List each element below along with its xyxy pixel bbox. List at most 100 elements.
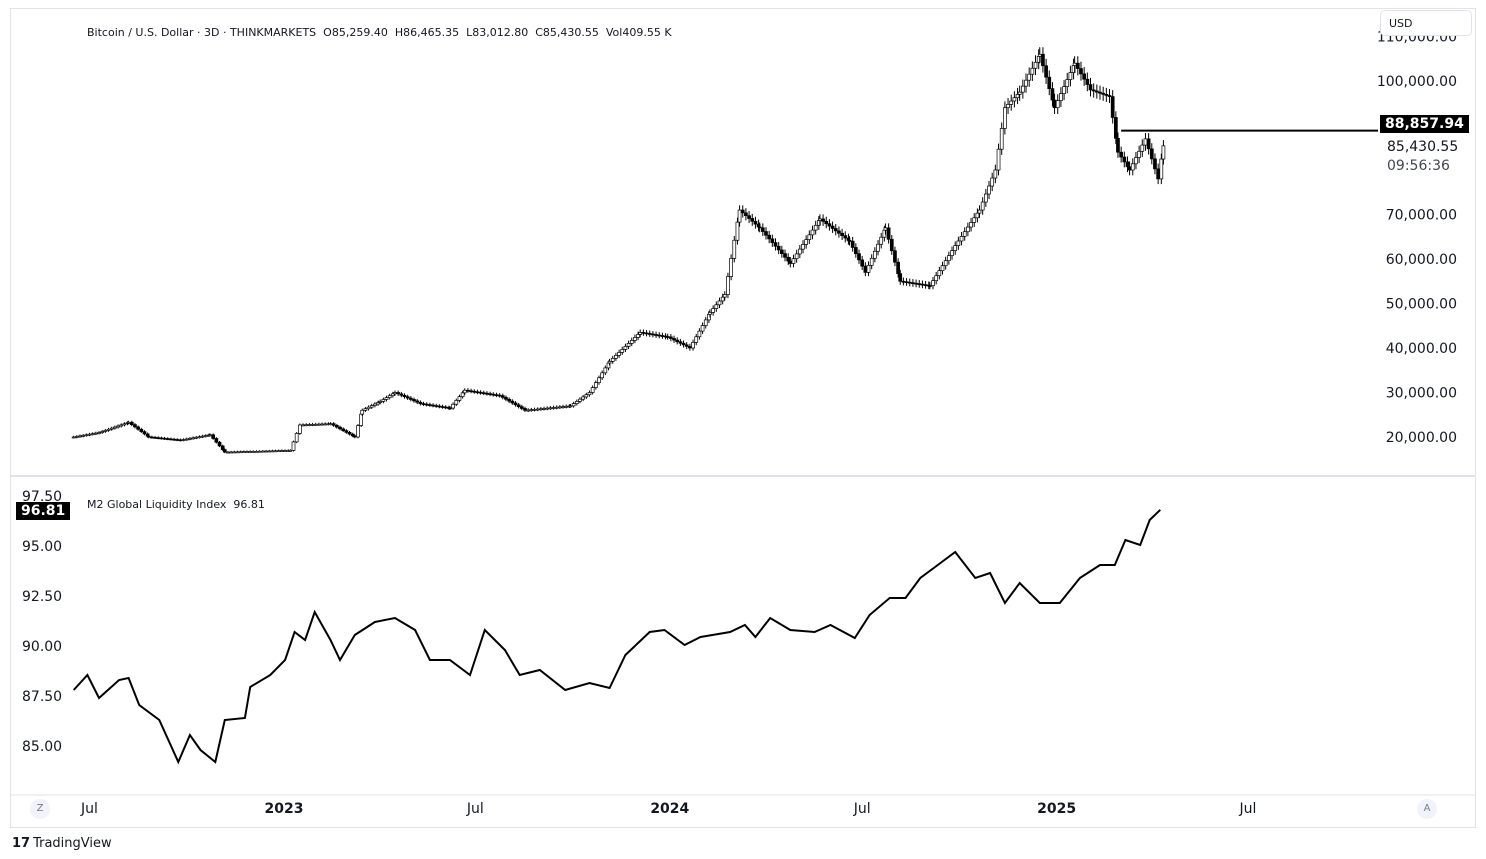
candle-body: [338, 426, 342, 430]
candle-body: [165, 438, 170, 440]
bar-countdown: 09:56:36: [1387, 158, 1450, 174]
candle-body: [1009, 100, 1014, 105]
candle-body: [747, 215, 751, 219]
candle-body: [788, 260, 793, 264]
candle-body: [883, 227, 888, 231]
candle-body: [907, 281, 912, 284]
candle-body: [786, 256, 791, 262]
candle-body: [87, 433, 92, 436]
candle-body: [188, 438, 192, 440]
candle-body: [587, 392, 592, 396]
candle-body: [428, 404, 432, 406]
time-tick-label: Jul: [80, 801, 98, 817]
time-tick-label: Jul: [466, 801, 484, 817]
candle-body: [1119, 151, 1123, 158]
candle-body: [485, 392, 489, 395]
indicator-value-tag: 96.81: [16, 502, 71, 520]
candle-body: [387, 395, 392, 398]
candle-body: [139, 428, 144, 432]
candle-body: [301, 424, 305, 427]
candle-body: [770, 238, 775, 243]
candle-body: [629, 340, 634, 344]
candle-body: [350, 433, 355, 437]
candle-body: [78, 435, 82, 438]
candle-body: [288, 450, 293, 452]
price-tick-label: 50,000.00: [1386, 297, 1457, 313]
candle-body: [261, 450, 265, 453]
candle-body: [373, 403, 377, 406]
candle-body: [335, 425, 339, 428]
candle-body: [779, 249, 784, 254]
candle-body: [421, 403, 426, 405]
candle-body: [711, 308, 715, 313]
time-tick-label: Jul: [853, 801, 871, 817]
candle-body: [226, 451, 230, 454]
candle-body: [1130, 163, 1135, 171]
candle-body: [753, 220, 758, 225]
price-axis[interactable]: 110,000.00100,000.0070,000.0060,000.0050…: [1377, 30, 1457, 447]
candle-body: [1143, 138, 1148, 146]
candle-body: [211, 434, 216, 439]
candle-body: [837, 230, 841, 234]
candle-body: [1146, 138, 1151, 150]
candle-body: [654, 334, 658, 336]
candle-body: [1110, 96, 1115, 118]
candle-body: [402, 394, 407, 398]
zoom-toggle-button[interactable]: Z: [30, 799, 50, 819]
time-tick-label: 2025: [1037, 801, 1076, 817]
candle-body: [943, 260, 948, 267]
candle-body: [360, 409, 365, 415]
indicator-legend[interactable]: M2 Global Liquidity Index 96.81: [80, 485, 265, 511]
candle-body: [203, 435, 208, 437]
m2-series-line: [72, 509, 1161, 765]
candle-body: [191, 437, 195, 440]
candle-body: [700, 325, 705, 332]
indicator-value: 96.81: [233, 498, 265, 511]
symbol-legend[interactable]: Bitcoin / U.S. Dollar · 3D · THINKMARKET…: [80, 13, 672, 39]
price-tick-label: 70,000.00: [1386, 208, 1457, 224]
candle-body: [717, 300, 722, 306]
candle-body: [996, 148, 1001, 171]
candle-body: [488, 393, 492, 396]
candle-body: [393, 392, 397, 395]
indicator-tick-label: 85.00: [22, 739, 62, 755]
price-tick-label: 40,000.00: [1386, 341, 1457, 357]
candle-body: [516, 404, 521, 407]
candle-body: [507, 398, 511, 402]
currency-button[interactable]: USD: [1380, 10, 1472, 36]
candle-body: [1125, 161, 1130, 168]
candle-body: [504, 397, 508, 400]
candle-body: [694, 336, 699, 343]
candle-body: [1156, 168, 1160, 180]
auto-scale-button[interactable]: A: [1417, 799, 1437, 819]
candle-body: [208, 434, 212, 437]
candle-body: [657, 334, 662, 337]
candle-body: [866, 264, 871, 273]
candle-body: [1030, 67, 1035, 75]
candle-body: [172, 438, 176, 441]
candle-body: [729, 258, 733, 277]
time-axis[interactable]: Jul 2023 Jul 2024 Jul 2025 Jul: [80, 801, 1256, 817]
candle-body: [162, 437, 167, 440]
candle-body: [1082, 73, 1086, 80]
candle-body: [720, 296, 725, 302]
candle-body: [280, 450, 284, 452]
candle-body: [526, 409, 531, 412]
candle-body: [532, 409, 537, 411]
candle-body: [523, 408, 527, 411]
candle-body: [641, 332, 646, 334]
candle-body: [644, 332, 649, 335]
indicator-axis[interactable]: 97.50 95.00 92.50 90.00 87.50 85.00: [22, 489, 62, 755]
candle-body: [732, 239, 737, 259]
candle-body: [857, 253, 861, 261]
candle-body: [184, 438, 189, 441]
tradingview-branding[interactable]: 17 TradingView: [12, 836, 112, 851]
candle-body: [431, 404, 435, 407]
candle-body: [737, 209, 742, 223]
candle-body: [898, 273, 903, 282]
candle-body: [323, 423, 328, 426]
candle-body: [1017, 91, 1022, 95]
candle-body: [993, 169, 998, 179]
candle-body: [697, 330, 702, 338]
